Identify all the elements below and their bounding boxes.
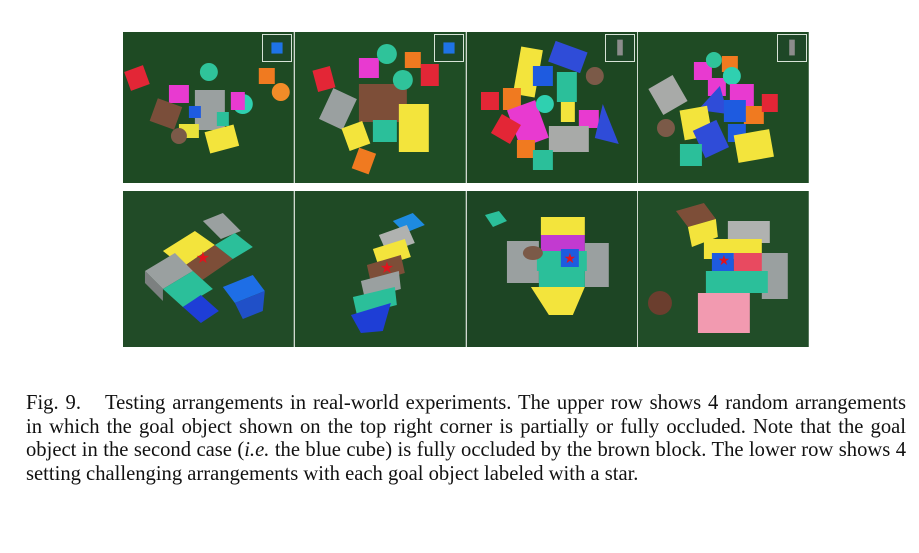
goal-blue-cube-icon bbox=[442, 42, 455, 54]
goal-gray-block-icon bbox=[617, 39, 624, 56]
lower-row: ★ ★ bbox=[123, 191, 809, 347]
row-separator bbox=[123, 183, 809, 191]
upper-panel-1 bbox=[123, 32, 295, 183]
goal-star-icon: ★ bbox=[196, 250, 210, 267]
upper-panel-3 bbox=[466, 32, 639, 183]
lower-panel-3: ★ bbox=[466, 191, 639, 347]
caption-label: Fig. 9. bbox=[26, 392, 81, 414]
lower-panel-1: ★ bbox=[123, 191, 295, 347]
upper-panel-4 bbox=[638, 32, 809, 183]
lower-photo-2: ★ bbox=[294, 191, 466, 347]
upper-row bbox=[123, 32, 809, 183]
lower-photo-3: ★ bbox=[466, 191, 638, 347]
lower-photo-4: ★ bbox=[638, 191, 809, 347]
goal-star-icon: ★ bbox=[379, 260, 393, 277]
figure-caption: Fig. 9. Testing arrangements in real-worl… bbox=[26, 392, 906, 486]
caption-ie: i.e. bbox=[244, 439, 270, 461]
lower-panel-2: ★ bbox=[294, 191, 467, 347]
goal-star-icon: ★ bbox=[563, 252, 576, 267]
goal-inset-1 bbox=[261, 34, 292, 62]
goal-inset-2 bbox=[433, 34, 464, 62]
lower-photo-1: ★ bbox=[123, 191, 294, 347]
goal-inset-3 bbox=[605, 34, 636, 62]
figure: ★ ★ bbox=[123, 32, 809, 347]
caption-text-part-1: Testing arrangements in real-world exper… bbox=[26, 392, 906, 461]
caption-text-part-2: the blue cube) is fully occluded by the … bbox=[26, 439, 906, 485]
goal-star-icon: ★ bbox=[718, 254, 731, 269]
goal-blue-cube-icon bbox=[271, 42, 283, 54]
upper-panel-2 bbox=[294, 32, 467, 183]
goal-gray-block-icon bbox=[789, 39, 795, 56]
lower-panel-4: ★ bbox=[638, 191, 809, 347]
goal-inset-4 bbox=[777, 34, 807, 62]
